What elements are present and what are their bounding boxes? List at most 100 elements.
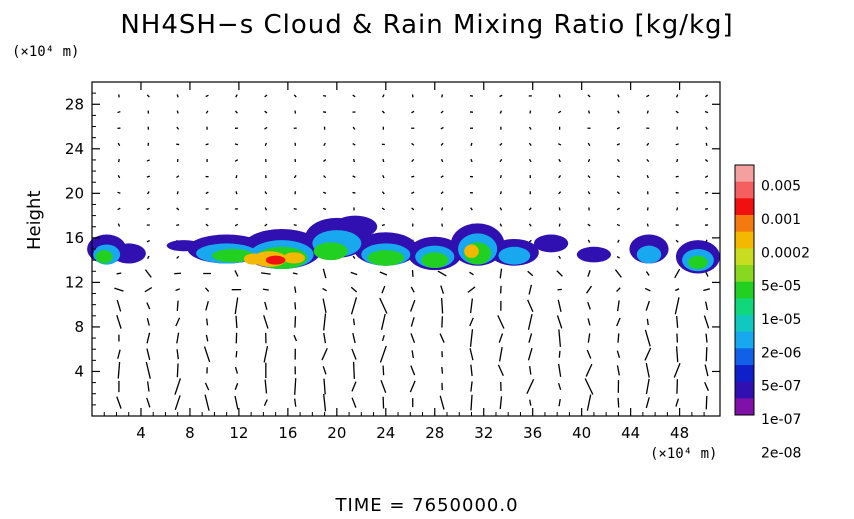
- wind-vector: [616, 256, 621, 259]
- wind-vector: [528, 126, 532, 130]
- wind-vector: [176, 300, 179, 311]
- wind-vector: [556, 315, 563, 329]
- wind-vector: [675, 398, 680, 407]
- wind-vector: [558, 223, 561, 227]
- wind-vector: [146, 207, 150, 211]
- wind-vector: [381, 110, 385, 114]
- wind-vector: [616, 300, 620, 312]
- colorbar-swatch: [735, 348, 754, 366]
- wind-vector: [264, 379, 268, 394]
- wind-vector: [146, 381, 150, 392]
- wind-vector: [175, 288, 181, 292]
- cloud-cell: [367, 250, 405, 266]
- wind-vector: [323, 142, 326, 146]
- wind-vector: [116, 299, 122, 312]
- wind-vector: [293, 207, 297, 210]
- wind-vector: [205, 334, 209, 342]
- wind-vector: [264, 110, 268, 114]
- wind-vector: [411, 350, 414, 359]
- wind-vector: [176, 363, 179, 378]
- wind-vector: [294, 378, 297, 395]
- x-axis-unit: (×10⁴ m): [650, 446, 718, 462]
- wind-vector: [350, 286, 358, 293]
- wind-vector: [264, 301, 268, 310]
- wind-vector: [205, 110, 209, 114]
- wind-vector: [705, 395, 708, 410]
- wind-vector: [499, 158, 503, 163]
- wind-vector: [703, 288, 710, 292]
- wind-vector: [293, 334, 298, 342]
- cloud-cell: [95, 250, 113, 264]
- wind-vector: [323, 332, 327, 344]
- wind-vector: [528, 284, 533, 295]
- wind-vector: [234, 297, 239, 315]
- y-tick-label: 28: [65, 95, 84, 113]
- wind-vector: [617, 397, 620, 408]
- wind-vector: [146, 302, 151, 310]
- wind-vector: [379, 271, 388, 276]
- cloud-cell: [211, 249, 254, 263]
- colorbar-swatch: [735, 331, 754, 349]
- wind-vector: [644, 329, 651, 347]
- wind-vector: [469, 317, 474, 327]
- x-tick-label: 20: [327, 424, 346, 442]
- wind-vector: [146, 175, 150, 178]
- wind-vector: [175, 317, 181, 327]
- wind-vector: [234, 159, 239, 162]
- wind-vector: [616, 365, 620, 376]
- wind-vector: [352, 361, 356, 379]
- colorbar-label: 1e-07: [761, 412, 801, 428]
- wind-vector: [440, 126, 444, 130]
- wind-vector: [411, 191, 415, 194]
- wind-vector: [117, 142, 121, 146]
- wind-vector: [557, 383, 562, 390]
- wind-vector: [470, 394, 473, 411]
- wind-vector: [558, 143, 562, 146]
- wind-vector: [264, 142, 267, 146]
- wind-vector: [381, 223, 385, 227]
- wind-vector: [146, 318, 150, 326]
- wind-vector: [147, 255, 150, 259]
- wind-vector: [176, 349, 179, 360]
- wind-vector: [499, 110, 503, 114]
- wind-vector: [382, 365, 385, 376]
- x-tick-label: 4: [136, 424, 146, 442]
- cloud-cell-peak: [265, 255, 286, 265]
- x-tick-label: 40: [572, 424, 591, 442]
- wind-vector: [499, 207, 503, 211]
- x-tick-label: 36: [523, 424, 542, 442]
- wind-vector: [411, 142, 415, 146]
- wind-vector: [205, 191, 209, 195]
- wind-vector: [586, 349, 592, 359]
- wind-vector: [674, 297, 680, 315]
- cloud-cell: [688, 255, 708, 270]
- wind-vector: [469, 271, 474, 276]
- colorbar-swatch: [735, 381, 754, 399]
- wind-vector: [205, 94, 209, 98]
- wind-vector: [499, 268, 503, 279]
- wind-vector: [116, 272, 122, 275]
- wind-vector: [674, 268, 681, 279]
- wind-vector: [646, 223, 649, 227]
- wind-vector: [235, 175, 238, 179]
- wind-vector: [440, 191, 444, 195]
- wind-vector: [116, 396, 122, 409]
- cloud-cell: [243, 253, 264, 265]
- wind-vector: [528, 333, 533, 343]
- wind-vector: [616, 207, 621, 211]
- wind-vector: [499, 175, 502, 179]
- wind-vector: [323, 111, 327, 113]
- wind-vector: [176, 207, 180, 211]
- wind-vector: [410, 286, 415, 293]
- wind-vector: [557, 363, 562, 377]
- wind-vector: [558, 191, 562, 195]
- wind-vector: [558, 158, 561, 163]
- wind-vector: [645, 397, 650, 409]
- wind-vector: [382, 158, 385, 163]
- wind-vector: [322, 191, 327, 194]
- wind-vector: [675, 94, 679, 98]
- wind-vector: [351, 348, 357, 360]
- wind-vector: [528, 223, 532, 227]
- wind-vector: [586, 394, 592, 411]
- wind-vector: [646, 158, 650, 163]
